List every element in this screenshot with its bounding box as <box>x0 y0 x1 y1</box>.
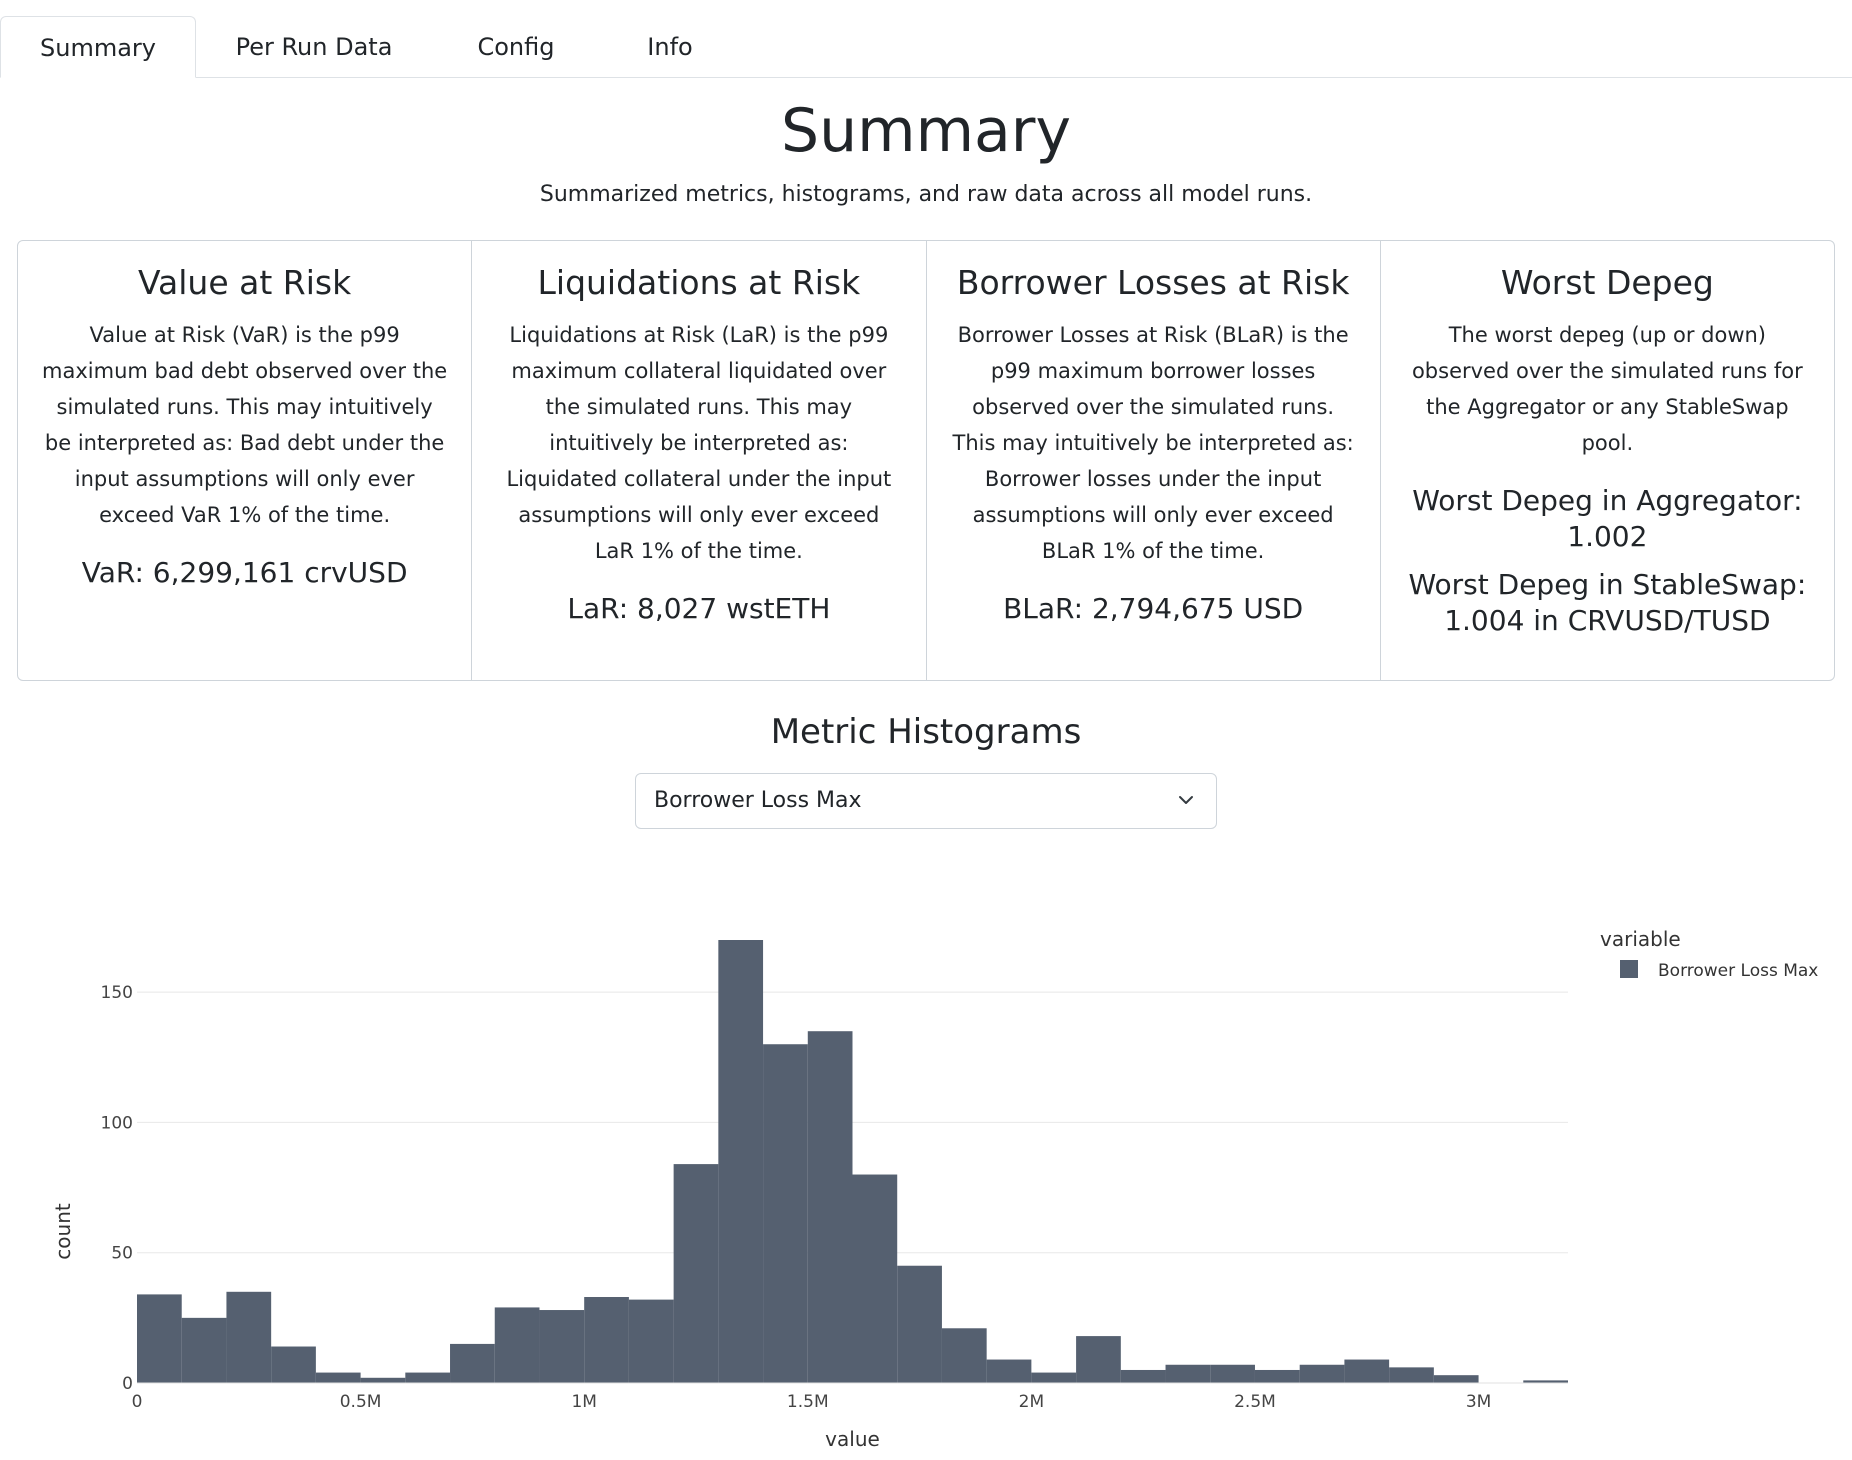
x-tick-label: 2M <box>1019 1392 1044 1412</box>
histogram-bar[interactable] <box>405 1372 451 1383</box>
histogram-bar[interactable] <box>226 1291 272 1383</box>
histogram-bar[interactable] <box>360 1377 406 1383</box>
card-title: Value at Risk <box>138 263 352 302</box>
legend-swatch[interactable] <box>1620 960 1638 978</box>
tab-info[interactable]: Info <box>647 33 693 61</box>
tab-per-run-data[interactable]: Per Run Data <box>235 33 393 61</box>
card-title: Borrower Losses at Risk <box>956 263 1350 302</box>
card-title: Worst Depeg <box>1500 263 1714 302</box>
legend-item-label[interactable]: Borrower Loss Max <box>1658 961 1818 981</box>
tab-summary[interactable]: Summary <box>0 16 196 78</box>
histogram-bar[interactable] <box>986 1359 1032 1383</box>
x-tick-label: 0 <box>132 1392 143 1412</box>
histogram-chart: 0 50 100 150 0 0.5M 1M 1.5M 2M 2.5M 3M value count v… <box>51 927 1818 1451</box>
card-borrower-losses-at-risk: Borrower Losses at Risk Borrower Losses … <box>927 241 1381 680</box>
histogram-bar[interactable] <box>315 1372 361 1383</box>
y-tick-label: 0 <box>122 1374 133 1394</box>
histogram-bar[interactable] <box>1210 1364 1255 1383</box>
metric-select[interactable]: Borrower Loss Max <box>635 773 1217 829</box>
metric-select-value: Borrower Loss Max <box>654 788 862 813</box>
card-value-at-risk: Value at Risk Value at Risk (VaR) is the… <box>18 241 473 680</box>
histogram-bar[interactable] <box>584 1297 629 1383</box>
histogram-bar[interactable] <box>1299 1364 1345 1383</box>
histogram-bars <box>137 940 1568 1383</box>
card-value-stableswap: Worst Depeg in StableSwap: 1.004 in CRVU… <box>1408 567 1807 637</box>
histogram-bar[interactable] <box>1523 1380 1568 1383</box>
y-tick-label: 50 <box>111 1244 133 1264</box>
histogram-bar[interactable] <box>807 1031 853 1383</box>
legend[interactable]: variable Borrower Loss Max <box>1600 927 1818 981</box>
page-title: Summary <box>781 96 1071 166</box>
histogram-bar[interactable] <box>494 1307 540 1383</box>
histogram-bar[interactable] <box>1254 1369 1300 1383</box>
histogram-bar[interactable] <box>897 1265 942 1383</box>
tab-config[interactable]: Config <box>477 33 555 61</box>
histogram-bar[interactable] <box>137 1294 182 1383</box>
histogram-bar[interactable] <box>539 1310 585 1383</box>
card-liquidations-at-risk: Liquidations at Risk Liquidations at Ris… <box>472 241 927 680</box>
axes: 0 50 100 150 0 0.5M 1M 1.5M 2M 2.5M 3M value count <box>51 983 1568 1451</box>
histograms-title: Metric Histograms <box>770 712 1082 752</box>
y-tick-label: 150 <box>101 983 133 1003</box>
x-tick-label: 3M <box>1466 1392 1491 1412</box>
card-value: LaR: 8,027 wstETH <box>567 591 831 625</box>
page-subtitle: Summarized metrics, histograms, and raw … <box>539 182 1313 207</box>
histogram-bar[interactable] <box>1344 1359 1390 1383</box>
histogram-bar[interactable] <box>271 1346 316 1383</box>
card-value: VaR: 6,299,161 crvUSD <box>81 555 408 589</box>
x-tick-label: 0.5M <box>340 1392 382 1412</box>
histogram-bar[interactable] <box>673 1164 719 1383</box>
x-tick-label: 2.5M <box>1234 1392 1276 1412</box>
histogram-bar[interactable] <box>852 1174 898 1383</box>
histogram-bar[interactable] <box>1076 1336 1121 1383</box>
tab-bar: Summary Per Run Data Config Info <box>0 0 1852 78</box>
histogram-bar[interactable] <box>628 1299 674 1383</box>
histogram-bar[interactable] <box>1165 1364 1211 1383</box>
card-description: The worst depeg (up or down) observed ov… <box>1411 322 1803 455</box>
legend-title: variable <box>1600 927 1681 951</box>
metric-cards: Value at Risk Value at Risk (VaR) is the… <box>17 240 1835 681</box>
card-value-aggregator: Worst Depeg in Aggregator: 1.002 <box>1412 483 1803 553</box>
card-value: BLaR: 2,794,675 USD <box>1003 591 1304 625</box>
histogram-bar[interactable] <box>763 1044 808 1383</box>
card-description: Value at Risk (VaR) is the p99 maximum b… <box>42 322 448 527</box>
x-tick-label: 1M <box>571 1392 596 1412</box>
card-description: Liquidations at Risk (LaR) is the p99 ma… <box>506 322 892 563</box>
y-axis-title: count <box>51 1203 75 1260</box>
histogram-bar[interactable] <box>1120 1369 1166 1383</box>
histogram-bar[interactable] <box>941 1328 987 1383</box>
histogram-bar[interactable] <box>1031 1372 1077 1383</box>
y-tick-label: 100 <box>101 1113 133 1133</box>
x-axis-title: value <box>825 1427 880 1451</box>
chevron-down-icon <box>1179 796 1193 804</box>
histogram-bar[interactable] <box>1433 1375 1479 1383</box>
histogram-bar[interactable] <box>718 940 764 1383</box>
histogram-bar[interactable] <box>1389 1367 1434 1383</box>
histogram-bar[interactable] <box>450 1343 495 1383</box>
x-tick-label: 1.5M <box>787 1392 829 1412</box>
card-title: Liquidations at Risk <box>537 263 861 302</box>
card-description: Borrower Losses at Risk (BLaR) is the p9… <box>952 322 1354 563</box>
card-worst-depeg: Worst Depeg The worst depeg (up or down)… <box>1381 241 1834 680</box>
histogram-bar[interactable] <box>181 1317 227 1383</box>
